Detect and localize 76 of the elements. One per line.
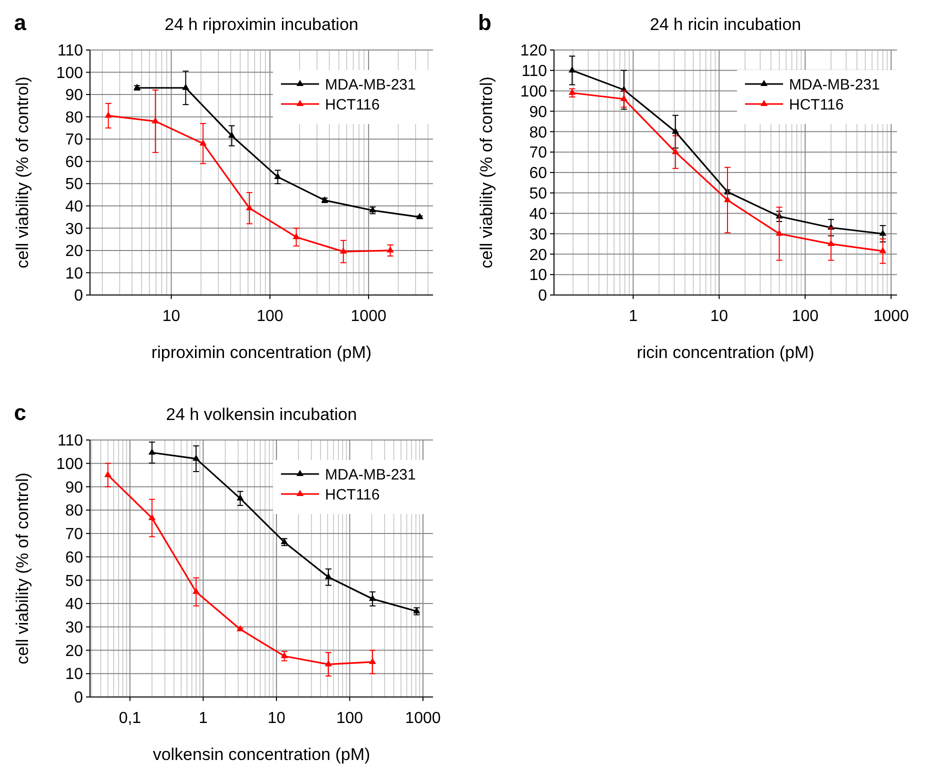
y-tick-label: 80	[65, 109, 84, 126]
y-tick-label: 120	[520, 42, 548, 60]
point	[776, 230, 783, 236]
y-tick-label: 90	[529, 104, 548, 121]
y-tick-label: 50	[65, 572, 84, 590]
x-tick-label: 1000	[873, 308, 910, 325]
x-tick-label: 10	[162, 308, 180, 325]
y-tick-label: 50	[529, 186, 548, 203]
y-tick-label: 10	[529, 267, 548, 284]
legend-label: MDA-MB-231	[325, 466, 416, 484]
y-tick-label: 80	[529, 124, 548, 142]
y-tick-label: 20	[529, 246, 548, 264]
y-tick-label: 60	[65, 154, 84, 171]
y-tick-label: 90	[65, 87, 84, 104]
x-axis-title: riproximin concentration (pM)	[151, 343, 372, 362]
y-tick-label: 110	[57, 42, 84, 60]
x-tick-label: 10	[268, 710, 286, 727]
x-tick-label: 1	[628, 308, 638, 325]
y-tick-label: 10	[65, 265, 84, 282]
y-tick-label: 70	[529, 144, 548, 162]
x-tick-label: 100	[336, 710, 364, 727]
y-tick-label: 30	[65, 220, 84, 238]
y-tick-label: 0	[538, 288, 548, 305]
y-tick-label: 70	[65, 526, 84, 544]
point	[672, 128, 679, 134]
point	[724, 196, 732, 202]
point	[879, 230, 886, 236]
legend-label: HCT116	[789, 96, 844, 114]
chart-title: 24 h volkensin incubation	[166, 405, 357, 424]
text: b	[478, 10, 492, 35]
x-tick-label: 100	[256, 308, 284, 325]
y-tick-label: 0	[74, 690, 84, 707]
y-tick-label: 50	[65, 176, 84, 194]
y-tick-label: 60	[65, 549, 84, 566]
legend-label: HCT116	[325, 486, 380, 504]
y-tick-label: 30	[529, 226, 548, 244]
point	[568, 88, 576, 95]
y-tick-label: 40	[65, 198, 84, 216]
text: a	[14, 10, 27, 35]
point	[620, 94, 628, 102]
y-tick-label: 40	[65, 596, 84, 614]
legend-label: MDA-MB-231	[789, 76, 880, 94]
y-tick-label: 20	[65, 642, 84, 660]
point	[827, 240, 835, 246]
y-tick-label: 100	[56, 456, 84, 473]
y-tick-label: 110	[57, 432, 84, 450]
x-tick-label: 1	[198, 710, 208, 727]
y-tick-label: 40	[529, 206, 548, 223]
y-tick-label: 70	[65, 132, 84, 149]
x-tick-label: 1000	[405, 710, 441, 727]
y-axis-title: cell viability (% of control)	[477, 76, 496, 268]
x-tick-label: 1000	[350, 308, 386, 325]
y-tick-label: 0	[74, 288, 84, 305]
y-tick-label: 20	[65, 243, 84, 260]
y-tick-label: 100	[520, 83, 548, 100]
y-tick-label: 90	[65, 479, 84, 496]
y-tick-label: 60	[529, 165, 548, 182]
text: c	[14, 400, 26, 425]
x-tick-label: 100	[792, 308, 819, 325]
y-tick-label: 110	[521, 63, 548, 80]
point	[879, 246, 886, 254]
y-axis-title: cell viability (% of control)	[13, 76, 32, 268]
point	[568, 66, 576, 72]
y-axis-title: cell viability (% of control)	[13, 472, 32, 664]
x-axis-title: ricin concentration (pM)	[636, 343, 814, 362]
legend-label: HCT116	[325, 96, 380, 114]
y-tick-label: 100	[56, 64, 84, 82]
y-tick-label: 30	[65, 620, 84, 637]
chart-title: 24 h riproximin incubation	[164, 15, 358, 34]
y-tick-label: 10	[65, 666, 84, 684]
x-tick-label: 0,1	[118, 710, 142, 727]
x-axis-title: volkensin concentration (pM)	[152, 745, 370, 764]
legend-label: MDA-MB-231	[325, 76, 416, 94]
chart-title: 24 h ricin incubation	[650, 15, 802, 34]
x-tick-label: 10	[710, 308, 728, 325]
y-tick-label: 80	[65, 502, 84, 520]
